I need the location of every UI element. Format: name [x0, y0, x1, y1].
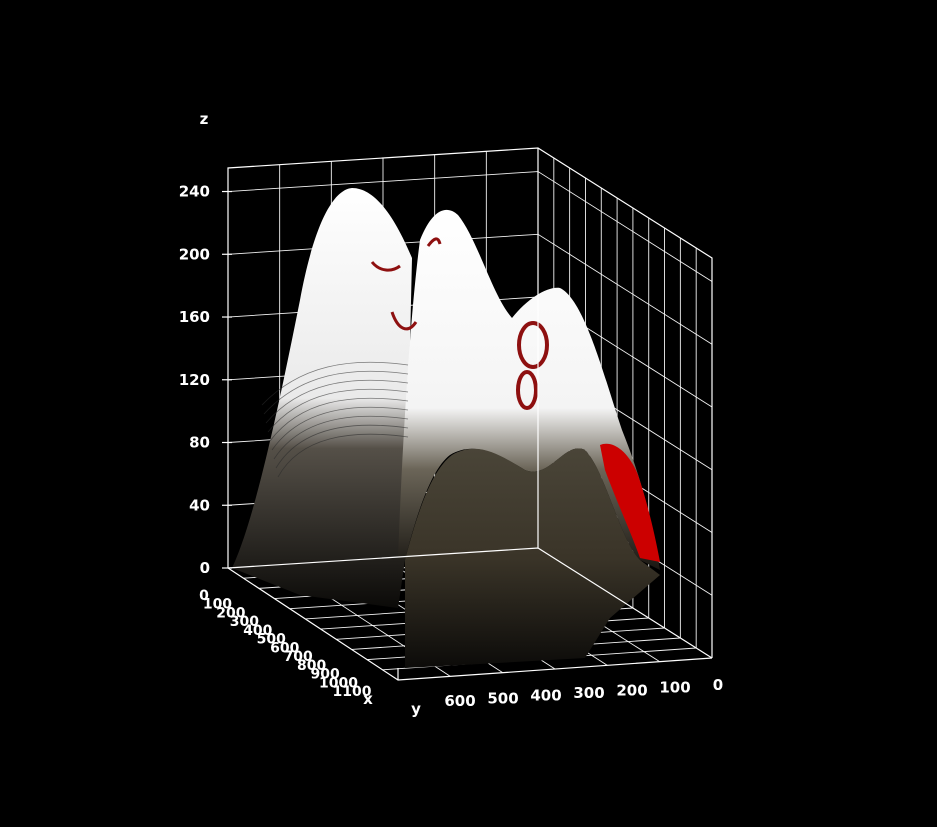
- x-tick-label: 0: [199, 588, 209, 604]
- z-tick-label: 240: [179, 183, 210, 201]
- y-tick-label: 600: [444, 692, 475, 710]
- x-tick-label: 700: [284, 649, 313, 665]
- x-tick-label: 200: [216, 605, 245, 621]
- surface-main-body: [398, 209, 660, 570]
- z-tick-label: 0: [200, 559, 210, 577]
- y-tick-label: 100: [659, 679, 690, 697]
- surface-mesh-line: [275, 424, 409, 469]
- z-tick-label: 200: [179, 245, 210, 263]
- y-axis-label: y: [411, 700, 421, 718]
- surface-left-slope: [232, 188, 412, 608]
- z-tick-label: 120: [179, 371, 210, 389]
- x-tick-label: 900: [310, 667, 339, 683]
- surface-red-mark-2: [516, 370, 538, 410]
- x-tick-label: 300: [230, 614, 259, 630]
- surface-red-band: [600, 443, 660, 562]
- y-tick-label: 400: [530, 687, 561, 705]
- x-tick-label: 1100: [333, 684, 372, 700]
- surface-mesh-line: [273, 415, 409, 460]
- surface-red-mark-4: [370, 260, 401, 272]
- y-tick-label: 200: [616, 681, 647, 699]
- surface-red-mark-3: [390, 311, 418, 331]
- axis-box: [222, 147, 713, 681]
- y-tick-label: 500: [487, 689, 518, 707]
- x-tick-label: 1000: [319, 675, 358, 691]
- x-tick-label: 800: [297, 658, 326, 674]
- surface-mesh-line: [263, 370, 409, 415]
- x-tick-label: 600: [270, 640, 299, 656]
- surface-red-mark-1: [517, 321, 549, 369]
- x-tick-label: 400: [243, 623, 272, 639]
- surface-mesh-line: [269, 397, 409, 442]
- box-back-floor-edge: [227, 547, 713, 659]
- surface-mesh-line: [267, 388, 409, 433]
- y-tick-label: 300: [573, 684, 604, 702]
- y-tick-label: 0: [713, 676, 723, 694]
- surface: [232, 188, 660, 668]
- surface-mesh-line: [261, 361, 409, 406]
- surface-red-mark-5: [426, 237, 442, 247]
- surface-front-dark: [405, 448, 660, 668]
- x-axis-label: x: [363, 690, 373, 708]
- z-tick-label: 80: [189, 434, 210, 452]
- x-tick-label: 500: [257, 632, 286, 648]
- surface-mesh-line: [277, 433, 409, 478]
- surface-mesh-line: [271, 406, 409, 451]
- surface-mesh-line: [265, 379, 409, 424]
- z-tick-label: 160: [179, 308, 210, 326]
- z-tick-label: 40: [189, 496, 210, 514]
- x-tick-label: 100: [203, 597, 232, 613]
- z-axis-label: z: [200, 110, 209, 128]
